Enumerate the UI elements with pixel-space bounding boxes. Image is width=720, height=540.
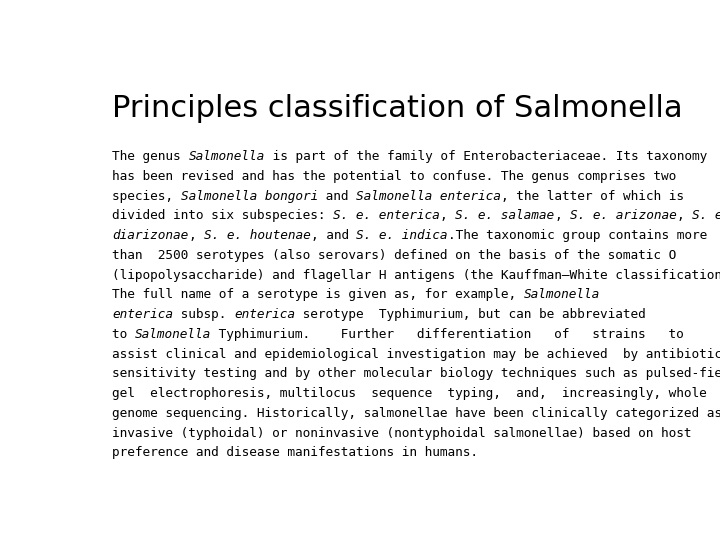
Text: , the latter of which is: , the latter of which is (501, 190, 684, 202)
Text: The genus: The genus (112, 150, 189, 163)
Text: is part of the family of Enterobacteriaceae. Its taxonomy: is part of the family of Enterobacteriac… (265, 150, 707, 163)
Text: (lipopolysaccharide) and flagellar H antigens (the Kauffman–White classification: (lipopolysaccharide) and flagellar H ant… (112, 268, 720, 281)
Text: enterica: enterica (112, 308, 174, 321)
Text: sensitivity testing and by other molecular biology techniques such as pulsed-fie: sensitivity testing and by other molecul… (112, 367, 720, 380)
Text: species,: species, (112, 190, 181, 202)
Text: S. e. enterica: S. e. enterica (333, 210, 440, 222)
Text: ,: , (554, 210, 570, 222)
Text: Salmonella bongori: Salmonella bongori (181, 190, 318, 202)
Text: assist clinical and epidemiological investigation may be achieved  by antibiotic: assist clinical and epidemiological inve… (112, 348, 720, 361)
Text: S. e. salamae: S. e. salamae (456, 210, 554, 222)
Text: .The taxonomic group contains more: .The taxonomic group contains more (448, 229, 707, 242)
Text: preference and disease manifestations in humans.: preference and disease manifestations in… (112, 446, 478, 460)
Text: than  2500 serotypes (also serovars) defined on the basis of the somatic O: than 2500 serotypes (also serovars) defi… (112, 249, 677, 262)
Text: to: to (112, 328, 135, 341)
Text: The full name of a serotype is given as, for example,: The full name of a serotype is given as,… (112, 288, 524, 301)
Text: Principles classification of Salmonella: Principles classification of Salmonella (112, 94, 683, 123)
Text: divided into six subspecies:: divided into six subspecies: (112, 210, 333, 222)
Text: ,: , (440, 210, 456, 222)
Text: Salmonella: Salmonella (189, 150, 265, 163)
Text: invasive (typhoidal) or noninvasive (nontyphoidal salmonellae) based on host: invasive (typhoidal) or noninvasive (non… (112, 427, 692, 440)
Text: has been revised and has the potential to confuse. The genus comprises two: has been revised and has the potential t… (112, 170, 677, 183)
Text: Salmonella: Salmonella (524, 288, 600, 301)
Text: enterica: enterica (234, 308, 295, 321)
Text: Salmonella: Salmonella (135, 328, 212, 341)
Text: Salmonella enterica: Salmonella enterica (356, 190, 501, 202)
Text: , and: , and (310, 229, 356, 242)
Text: serotype  Typhimurium, but can be abbreviated: serotype Typhimurium, but can be abbrevi… (295, 308, 646, 321)
Text: genome sequencing. Historically, salmonellae have been clinically categorized as: genome sequencing. Historically, salmone… (112, 407, 720, 420)
Text: diarizonae: diarizonae (112, 229, 189, 242)
Text: Typhimurium.    Further   differentiation   of   strains   to: Typhimurium. Further differentiation of … (212, 328, 684, 341)
Text: and: and (318, 190, 356, 202)
Text: ,: , (677, 210, 692, 222)
Text: gel  electrophoresis, multilocus  sequence  typing,  and,  increasingly, whole: gel electrophoresis, multilocus sequence… (112, 387, 707, 400)
Text: subsp.: subsp. (174, 308, 234, 321)
Text: S. e. houtenae: S. e. houtenae (204, 229, 310, 242)
Text: S. e.: S. e. (692, 210, 720, 222)
Text: S. e. arizonae: S. e. arizonae (570, 210, 677, 222)
Text: ,: , (189, 229, 204, 242)
Text: S. e. indica: S. e. indica (356, 229, 448, 242)
